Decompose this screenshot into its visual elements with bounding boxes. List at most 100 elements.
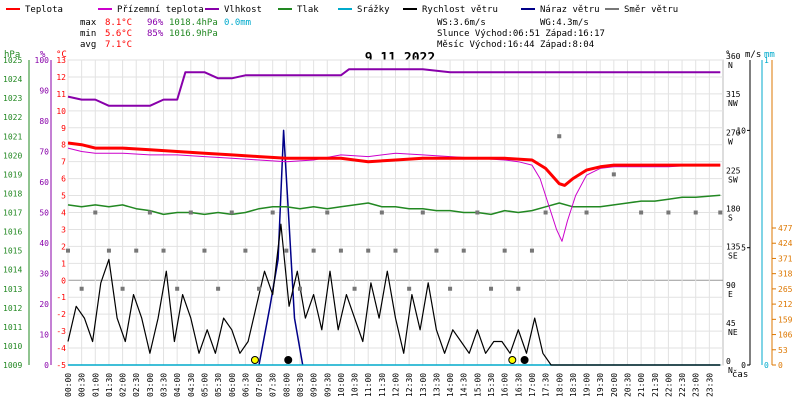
wind-direction-point <box>557 134 562 139</box>
wind-direction-point <box>461 248 466 253</box>
x-tick-label: 03:00 <box>146 373 155 397</box>
x-tick-label: 11:30 <box>378 373 387 397</box>
moon-times: Měsíc Východ:16:44 Západ:8:04 <box>437 40 594 50</box>
tick-label-temp: 2 <box>61 242 66 251</box>
tick-label-temp: -3 <box>56 327 66 336</box>
x-tick-label: 10:30 <box>351 373 360 397</box>
legend-label: Srážky <box>357 5 390 15</box>
wind-direction-point <box>120 286 125 291</box>
series-rychlost-vetru <box>67 223 721 366</box>
tick-label-temp: 10 <box>56 107 66 116</box>
x-tick-label: 04:00 <box>173 373 182 397</box>
x-tick-label: 17:00 <box>528 373 537 397</box>
x-tick-label: 09:30 <box>323 373 332 397</box>
x-tick-label: 09:00 <box>310 373 319 397</box>
tick-label-dir: 315 <box>726 90 741 99</box>
legend-label: Vlhkost <box>224 5 262 15</box>
tick-label-ms: 10 <box>736 126 746 135</box>
tick-label-hpa: 1014 <box>3 266 22 275</box>
tick-label-dir: 135 <box>726 243 741 252</box>
tick-label-ms: 5 <box>741 244 746 253</box>
sunset-marker <box>508 356 517 364</box>
x-tick-label: 18:00 <box>555 373 564 397</box>
x-tick-label: 15:00 <box>473 373 482 397</box>
tick-label-dir: 0 <box>726 357 731 366</box>
tick-label-hpa: 1013 <box>3 285 22 294</box>
x-tick-label: 02:00 <box>119 373 128 397</box>
tick-label-sun: 477 <box>778 224 793 233</box>
tick-label-temp: 4 <box>61 209 66 218</box>
x-tick-label: 01:30 <box>105 373 114 397</box>
x-tick-label: 23:00 <box>692 373 701 397</box>
x-tick-label: 04:30 <box>187 373 196 397</box>
tick-label-hpa: 1023 <box>3 94 22 103</box>
x-tick-label: 00:30 <box>78 373 87 397</box>
x-tick-label: 14:00 <box>446 373 455 397</box>
wind-direction-point <box>257 286 262 291</box>
tick-label-hpa: 1018 <box>3 189 22 198</box>
wind-direction-point <box>134 248 139 253</box>
stats-panel: WS:3.6m/s WG:4.3m/s Slunce Východ:06:51 … <box>80 18 605 50</box>
wind-direction-point <box>202 248 207 253</box>
x-tick-label: 11:00 <box>364 373 373 397</box>
tick-label-temp: 7 <box>61 158 66 167</box>
tick-label-pct: 100 <box>35 56 50 65</box>
wind-direction-point <box>338 248 343 253</box>
tick-label-hpa: 1009 <box>3 361 22 370</box>
wind-direction-point <box>175 286 180 291</box>
wind-direction-point <box>147 210 152 215</box>
wind-direction-point <box>366 248 371 253</box>
legend-label: Rychlost větru <box>422 5 498 15</box>
stat-temp: 7.1°C <box>105 40 132 50</box>
wind-direction-point <box>666 210 671 215</box>
tick-label-hpa: 1019 <box>3 170 22 179</box>
wind-direction-point <box>584 210 589 215</box>
wind-gust-avg: WG:4.3m/s <box>540 18 589 28</box>
wind-direction-point <box>543 210 548 215</box>
stat-rain: 0.0mm <box>224 18 251 28</box>
axis-unit-ms: m/s <box>745 50 761 60</box>
x-tick-label: 20:00 <box>610 373 619 397</box>
tick-label-pct: 50 <box>39 209 49 218</box>
wind-direction-point <box>393 248 398 253</box>
x-tick-label: 10:00 <box>337 373 346 397</box>
tick-label-hpa: 1012 <box>3 304 22 313</box>
wind-direction-point <box>407 286 412 291</box>
x-tick-label: 13:00 <box>419 373 428 397</box>
x-tick-label: 07:30 <box>269 373 278 397</box>
x-tick-label: 06:30 <box>241 373 250 397</box>
x-tick-label: 12:30 <box>405 373 414 397</box>
wind-direction-point <box>379 210 384 215</box>
wind-direction-point <box>529 248 534 253</box>
tick-label-sun: 212 <box>778 300 793 309</box>
wind-direction-point <box>270 210 275 215</box>
tick-label-temp: -2 <box>56 310 66 319</box>
x-tick-label: 16:30 <box>514 373 523 397</box>
tick-label-hpa: 1020 <box>3 151 22 160</box>
wind-direction-point <box>311 248 316 253</box>
legend-label: Náraz větru <box>540 5 600 15</box>
x-tick-label: 14:30 <box>460 373 469 397</box>
tick-label-hpa: 1024 <box>3 75 22 84</box>
tick-label-compass: N <box>728 61 733 70</box>
tick-label-pct: 80 <box>39 117 49 126</box>
tick-label-mm: 1 <box>764 56 769 65</box>
markers <box>250 356 529 364</box>
axis-unit-mm: mm <box>764 50 775 60</box>
tick-label-sun: 424 <box>778 239 793 248</box>
tick-label-sun: 106 <box>778 331 793 340</box>
x-tick-label: 21:00 <box>637 373 646 397</box>
wind-direction-point <box>93 210 98 215</box>
tick-label-hpa: 1011 <box>3 323 22 332</box>
tick-label-dir: 180 <box>726 205 741 214</box>
stat-label: max <box>80 18 97 28</box>
series-smer-vetru <box>66 134 723 291</box>
wind-direction-point <box>243 248 248 253</box>
tick-label-temp: 9 <box>61 124 66 133</box>
tick-label-temp: 6 <box>61 175 66 184</box>
axis-unit-temp: °C <box>56 50 67 60</box>
wind-direction-point <box>475 210 480 215</box>
sunrise-marker <box>250 356 259 364</box>
tick-label-pct: 30 <box>39 270 49 279</box>
